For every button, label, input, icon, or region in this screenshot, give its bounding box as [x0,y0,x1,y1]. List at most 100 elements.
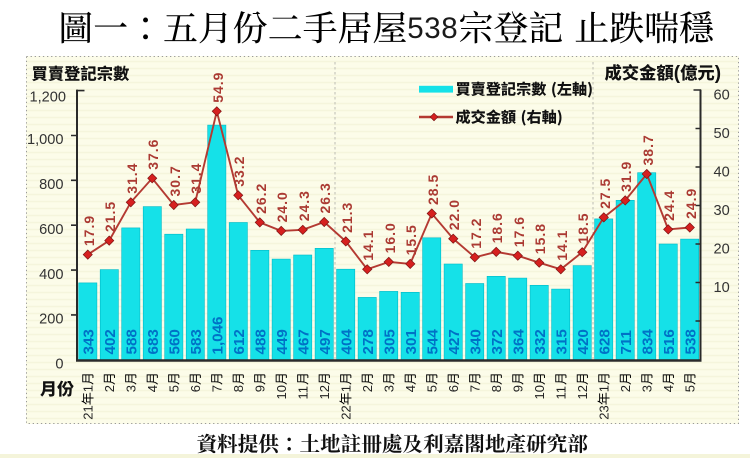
svg-text:1: 1 [81,385,96,392]
svg-text:10: 10 [532,385,547,399]
svg-text:1,200: 1,200 [29,89,66,105]
svg-text:1: 1 [338,385,353,392]
svg-text:3: 3 [381,385,396,392]
svg-text:10: 10 [274,385,289,399]
svg-text:305: 305 [382,329,399,355]
svg-text:340: 340 [468,329,485,354]
svg-text:3: 3 [123,385,138,392]
svg-text:24.4: 24.4 [661,190,677,221]
svg-text:24.3: 24.3 [296,190,312,221]
svg-text:588: 588 [124,329,141,354]
svg-text:420: 420 [575,329,592,354]
svg-text:31.4: 31.4 [124,163,140,194]
svg-text:301: 301 [403,329,420,355]
svg-text:800: 800 [39,177,63,193]
svg-text:200: 200 [39,312,63,328]
svg-text:27.5: 27.5 [597,178,613,209]
svg-text:24.0: 24.0 [274,191,290,222]
svg-text:6: 6 [446,385,461,392]
svg-text:497: 497 [317,329,334,354]
svg-text:10: 10 [714,280,730,296]
svg-text:5: 5 [424,385,439,392]
svg-text:600: 600 [39,222,63,238]
svg-text:1,046: 1,046 [210,316,227,354]
svg-text:343: 343 [81,329,98,354]
svg-text:16.0: 16.0 [382,222,398,253]
svg-text:24.9: 24.9 [683,188,699,219]
svg-text:26.2: 26.2 [253,183,269,214]
svg-text:372: 372 [489,329,506,354]
svg-text:2: 2 [618,385,633,392]
svg-text:50: 50 [714,126,730,142]
svg-text:683: 683 [145,329,162,354]
svg-text:30: 30 [714,203,730,219]
svg-text:560: 560 [167,329,184,354]
svg-text:30.7: 30.7 [167,165,183,196]
svg-text:18.6: 18.6 [489,212,505,243]
svg-text:60: 60 [714,88,730,104]
svg-text:400: 400 [39,267,63,283]
svg-text:711: 711 [618,329,635,354]
svg-text:12: 12 [317,385,332,399]
svg-text:40: 40 [714,165,730,181]
svg-text:7: 7 [467,385,482,392]
svg-text:5: 5 [166,385,181,392]
svg-text:31.9: 31.9 [618,161,634,192]
svg-text:14.1: 14.1 [554,230,570,261]
svg-text:17.9: 17.9 [81,215,97,246]
svg-text:8: 8 [231,385,246,392]
svg-text:31.4: 31.4 [188,163,204,194]
svg-text:54.9: 54.9 [210,72,226,103]
svg-text:18.5: 18.5 [575,212,591,243]
svg-text:6: 6 [188,385,203,392]
svg-text:427: 427 [446,329,463,354]
svg-text:364: 364 [511,329,528,355]
svg-text:467: 467 [296,329,313,354]
svg-text:2: 2 [360,385,375,392]
svg-text:11: 11 [295,386,310,400]
svg-text:449: 449 [274,329,291,354]
svg-text:402: 402 [102,329,119,354]
svg-text:583: 583 [188,329,205,354]
svg-text:538: 538 [407,12,458,45]
svg-text:): ) [715,63,721,84]
svg-text:15.8: 15.8 [532,223,548,254]
svg-text:33.2: 33.2 [231,156,247,187]
svg-text:8: 8 [489,385,504,392]
svg-text:3: 3 [640,385,655,392]
svg-text:38.7: 38.7 [640,134,656,165]
svg-text:9: 9 [511,385,526,392]
svg-text:17.6: 17.6 [511,216,527,247]
svg-text:516: 516 [661,329,678,354]
svg-text:22.0: 22.0 [446,199,462,230]
svg-text:11: 11 [554,386,569,400]
svg-text:12: 12 [575,385,590,399]
svg-text:21.5: 21.5 [102,201,118,232]
svg-text:20: 20 [714,242,730,258]
svg-text:4: 4 [403,385,418,392]
svg-text:0: 0 [55,357,63,373]
svg-text:488: 488 [253,329,270,354]
svg-text:9: 9 [252,385,267,392]
svg-text:628: 628 [597,329,614,354]
svg-text:22: 22 [338,405,353,419]
svg-text:612: 612 [231,329,248,354]
svg-text:15.5: 15.5 [403,224,419,255]
svg-text:332: 332 [532,329,549,354]
svg-text:5: 5 [683,385,698,392]
svg-text:834: 834 [640,329,657,355]
svg-text:315: 315 [554,329,571,355]
svg-text:21: 21 [81,405,96,419]
svg-text:1,000: 1,000 [27,132,64,148]
svg-text:538: 538 [683,329,700,354]
svg-text:21.3: 21.3 [339,202,355,233]
svg-text:544: 544 [425,329,442,355]
svg-text:1: 1 [597,385,612,392]
svg-text:23: 23 [597,405,612,419]
svg-text:(: ( [674,63,681,84]
svg-text:14.1: 14.1 [360,230,376,261]
svg-text:4: 4 [661,385,676,392]
svg-text:7: 7 [209,385,224,392]
svg-text:17.2: 17.2 [468,218,484,249]
svg-text:26.3: 26.3 [317,182,333,213]
